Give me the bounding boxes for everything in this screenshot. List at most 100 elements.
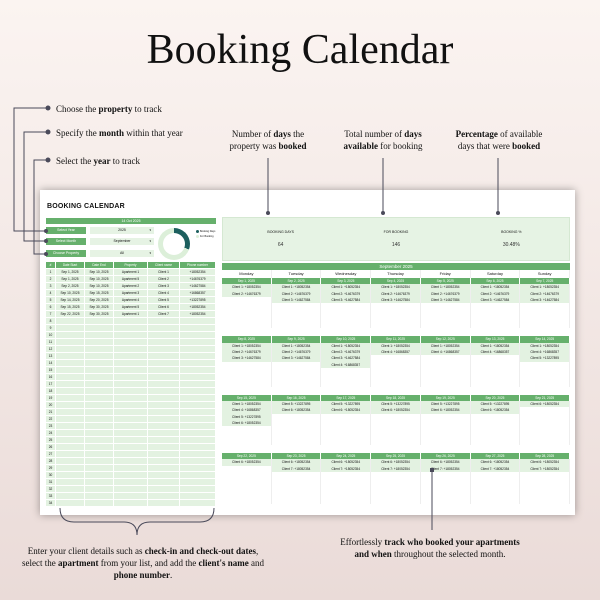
table-cell[interactable]	[148, 472, 180, 478]
table-row-empty[interactable]: 9	[46, 325, 216, 332]
table-cell[interactable]	[148, 416, 180, 422]
calendar-date[interactable]: Sep 17, 2025	[321, 394, 372, 402]
booking-entry[interactable]: Client 1: +18052354	[371, 342, 421, 349]
booking-entry[interactable]: Client 7: +18052354	[321, 465, 372, 473]
booking-entry[interactable]: Client 2: +14676379	[520, 290, 571, 297]
table-cell[interactable]	[114, 409, 148, 415]
table-cell[interactable]	[56, 444, 85, 450]
table-cell[interactable]	[114, 430, 148, 436]
booking-entry[interactable]: Client 3: +14627584	[271, 296, 322, 304]
table-cell[interactable]: 34	[46, 500, 56, 506]
table-cell[interactable]: 30	[46, 472, 56, 478]
table-cell[interactable]: 11	[46, 339, 56, 345]
table-cell[interactable]: Sep 22, 2025	[56, 311, 85, 317]
booking-entry[interactable]: Client 3: +14627584	[271, 355, 322, 362]
table-cell[interactable]	[180, 500, 216, 506]
choose-property-dropdown[interactable]: All	[90, 250, 154, 257]
table-cell[interactable]: Apartment 5	[114, 276, 148, 282]
booking-entry[interactable]: Client 6: +18052354	[420, 459, 471, 466]
calendar-date[interactable]: Sep 18, 2025	[371, 394, 421, 402]
booking-entry[interactable]: Client 2: +14676379	[321, 290, 372, 297]
table-cell[interactable]: Client 1	[148, 269, 180, 275]
table-cell[interactable]	[85, 395, 114, 401]
table-row-empty[interactable]: 24	[46, 430, 216, 437]
table-cell[interactable]	[180, 493, 216, 499]
table-cell[interactable]	[114, 332, 148, 338]
table-cell[interactable]	[180, 444, 216, 450]
booking-entry[interactable]: Client 1: +18052354	[470, 284, 521, 291]
table-cell[interactable]: +14627584	[180, 283, 216, 289]
table-cell[interactable]: 28	[46, 458, 56, 464]
booking-entry[interactable]: Client 2: +14676379	[271, 290, 322, 297]
table-row-empty[interactable]: 25	[46, 437, 216, 444]
table-cell[interactable]	[180, 353, 216, 359]
booking-entry[interactable]: Client 1: +18052354	[222, 401, 272, 408]
booking-entry[interactable]: Client 4: +16868357	[520, 348, 571, 356]
table-cell[interactable]	[180, 395, 216, 401]
table-cell[interactable]: Sep 14, 2025	[56, 297, 85, 303]
table-cell[interactable]: +16868357	[180, 290, 216, 296]
booking-entry[interactable]: Client 5: +13227895	[371, 401, 421, 408]
table-cell[interactable]	[148, 346, 180, 352]
table-cell[interactable]	[85, 325, 114, 331]
booking-entry[interactable]: Client 2: +14676379	[371, 290, 421, 297]
table-cell[interactable]	[180, 346, 216, 352]
table-cell[interactable]	[114, 367, 148, 373]
table-row-empty[interactable]: 27	[46, 451, 216, 458]
booking-entry[interactable]: Client 3: +14627584	[520, 296, 571, 304]
table-cell[interactable]: +18052354	[180, 304, 216, 310]
booking-entry[interactable]: Client 1: +18052354	[321, 342, 372, 349]
booking-entry[interactable]: Client 1: +18052354	[371, 284, 421, 291]
table-cell[interactable]	[85, 493, 114, 499]
table-cell[interactable]: Apartment 4	[114, 297, 148, 303]
table-cell[interactable]	[114, 346, 148, 352]
calendar-date[interactable]: Sep 8, 2025	[222, 336, 272, 343]
table-cell[interactable]	[180, 402, 216, 408]
table-row-empty[interactable]: 14	[46, 360, 216, 367]
table-cell[interactable]	[180, 339, 216, 345]
table-cell[interactable]	[148, 465, 180, 471]
table-cell[interactable]	[180, 360, 216, 366]
table-cell[interactable]: Apartment 5	[114, 304, 148, 310]
booking-entry[interactable]: Client 4: +16868357	[371, 348, 421, 356]
table-cell[interactable]	[56, 479, 85, 485]
table-row[interactable]: 5 Sep 14, 2025 Sep 20, 2025 Apartment 4 Clie…	[46, 297, 216, 304]
table-cell[interactable]	[148, 360, 180, 366]
table-cell[interactable]	[56, 360, 85, 366]
table-cell[interactable]	[85, 381, 114, 387]
table-cell[interactable]: Sep 15, 2025	[85, 290, 114, 296]
table-row[interactable]: 4 Sep 10, 2025 Sep 15, 2025 Apartment 3 Clie…	[46, 290, 216, 297]
calendar-date[interactable]: Sep 7, 2025	[520, 278, 571, 285]
booking-entry[interactable]: Client 4: +16868357	[222, 407, 272, 414]
table-cell[interactable]	[85, 402, 114, 408]
table-row-empty[interactable]: 23	[46, 423, 216, 430]
booking-entry[interactable]: Client 6: +18052354	[371, 407, 421, 414]
table-cell[interactable]	[180, 423, 216, 429]
table-cell[interactable]	[180, 451, 216, 457]
table-cell[interactable]: 13	[46, 353, 56, 359]
table-cell[interactable]	[56, 500, 85, 506]
table-cell[interactable]	[148, 409, 180, 415]
booking-entry[interactable]: Client 5: +13227895	[470, 401, 521, 408]
choose-property[interactable]: Choose Property All	[46, 250, 154, 257]
table-cell[interactable]	[180, 374, 216, 380]
table-cell[interactable]	[148, 325, 180, 331]
table-cell[interactable]	[114, 423, 148, 429]
table-cell[interactable]	[148, 486, 180, 492]
booking-entry[interactable]: Client 1: +18052354	[520, 342, 571, 349]
table-cell[interactable]	[85, 451, 114, 457]
table-cell[interactable]	[114, 374, 148, 380]
table-cell[interactable]	[180, 430, 216, 436]
table-cell[interactable]	[114, 402, 148, 408]
calendar-date[interactable]: Sep 25, 2025	[371, 453, 421, 460]
booking-entry[interactable]: Client 4: +16868357	[420, 348, 471, 356]
table-cell[interactable]	[114, 353, 148, 359]
table-cell[interactable]	[114, 339, 148, 345]
booking-entry[interactable]: Client 2: +14676379	[470, 290, 521, 297]
table-cell[interactable]	[85, 409, 114, 415]
table-cell[interactable]: Client 4	[148, 290, 180, 296]
table-row-empty[interactable]: 32	[46, 486, 216, 493]
booking-entry[interactable]: Client 7: +18052354	[420, 465, 471, 473]
select-year-dropdown[interactable]: 2025	[90, 227, 154, 234]
table-row-empty[interactable]: 28	[46, 458, 216, 465]
